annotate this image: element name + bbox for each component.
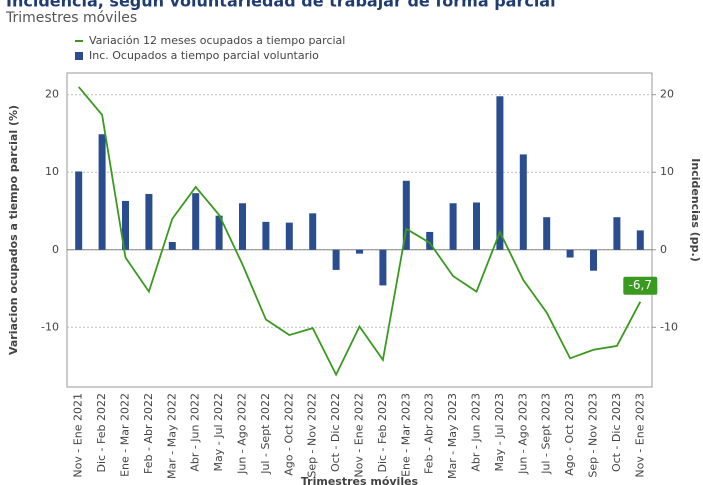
- x-tick-label: Nov - Ene 2021: [72, 393, 85, 478]
- bar: [75, 171, 83, 250]
- bar: [239, 203, 246, 250]
- x-tick-label: Feb - Abr 2023: [423, 393, 436, 474]
- x-tick-label: Ene - Mar 2023: [399, 393, 412, 477]
- x-tick-label: Jul - Sept 2022: [259, 393, 272, 475]
- bar: [122, 200, 129, 250]
- x-tick-label: Ago - Oct 2022: [282, 393, 295, 476]
- x-tick-label: Jun - Ago 2023: [516, 393, 529, 475]
- bar: [379, 249, 387, 286]
- bar: [285, 222, 293, 250]
- x-axis-label: Trimestres móviles: [301, 475, 419, 485]
- x-tick-label: Jul - Sept 2023: [540, 393, 553, 475]
- legend-swatch: [75, 52, 83, 60]
- x-tick-label: Sep - Nov 2022: [306, 393, 319, 478]
- line: [78, 86, 642, 377]
- x-tick-label: Oct - Dic 2022: [329, 393, 342, 472]
- y2-axis-label: Incidencias (pp.): [689, 158, 702, 261]
- chart-title: Incidencia, según voluntariedad de traba…: [6, 0, 556, 11]
- legend-label: Inc. Ocupados a tiempo parcial voluntari…: [89, 49, 319, 62]
- y2-tick-label: -10: [660, 320, 678, 333]
- bar: [636, 230, 644, 250]
- x-tick-label: Abr - Jun 2022: [189, 393, 202, 472]
- y-tick-label: 20: [45, 88, 59, 101]
- bar: [426, 231, 434, 250]
- x-tick-label: Abr - Jun 2023: [470, 393, 483, 472]
- bar: [402, 180, 410, 250]
- plot-frame: [66, 72, 653, 388]
- bar: [566, 249, 574, 258]
- bar: [145, 193, 153, 250]
- value-label-box: [623, 276, 658, 295]
- bar: [519, 154, 527, 250]
- bar: [309, 213, 317, 250]
- x-tick-label: Ago - Oct 2023: [563, 393, 576, 476]
- x-tick-label: Ene - Mar 2022: [119, 393, 132, 477]
- bar: [613, 217, 621, 250]
- bar: [590, 249, 597, 271]
- bar: [332, 249, 340, 270]
- bar: [356, 249, 363, 254]
- y-axis-label: Variacion ocupados a tiempo parcial (%): [7, 105, 20, 355]
- x-tick-label: Dic - Feb 2022: [95, 393, 108, 473]
- x-tick-label: Mar - May 2022: [165, 393, 178, 479]
- chart-subtitle: Trimestres móviles: [5, 10, 137, 26]
- bar: [543, 217, 551, 250]
- bar: [449, 203, 457, 250]
- x-tick-label: Nov - Ene 2022: [353, 393, 366, 478]
- bar: [168, 242, 176, 250]
- y2-tick-label: 10: [660, 165, 674, 178]
- y-tick-label: 0: [52, 243, 59, 256]
- y-tick-label: 10: [45, 165, 59, 178]
- bar: [262, 221, 270, 250]
- x-tick-label: Nov - Ene 2023: [633, 393, 646, 478]
- value-label: -6,7: [629, 278, 652, 292]
- x-tick-label: Oct - Dic 2023: [610, 393, 623, 472]
- y2-tick-label: 20: [660, 88, 674, 101]
- bar: [192, 193, 200, 250]
- bar: [215, 215, 223, 250]
- bar: [473, 202, 480, 250]
- x-tick-label: Dic - Feb 2023: [376, 393, 389, 473]
- x-tick-label: Jun - Ago 2022: [236, 393, 249, 475]
- legend-label: Variación 12 meses ocupados a tiempo par…: [89, 34, 345, 47]
- x-tick-label: Sep - Nov 2023: [587, 393, 600, 478]
- bar: [98, 134, 106, 250]
- bar: [496, 96, 504, 250]
- y-tick-label: -10: [41, 320, 59, 333]
- x-tick-label: Feb - Abr 2022: [142, 393, 155, 474]
- x-tick-label: May - Jul 2022: [212, 393, 225, 471]
- y2-tick-label: 0: [660, 243, 667, 256]
- x-tick-label: May - Jul 2023: [493, 393, 506, 471]
- x-tick-label: Mar - May 2023: [446, 393, 459, 479]
